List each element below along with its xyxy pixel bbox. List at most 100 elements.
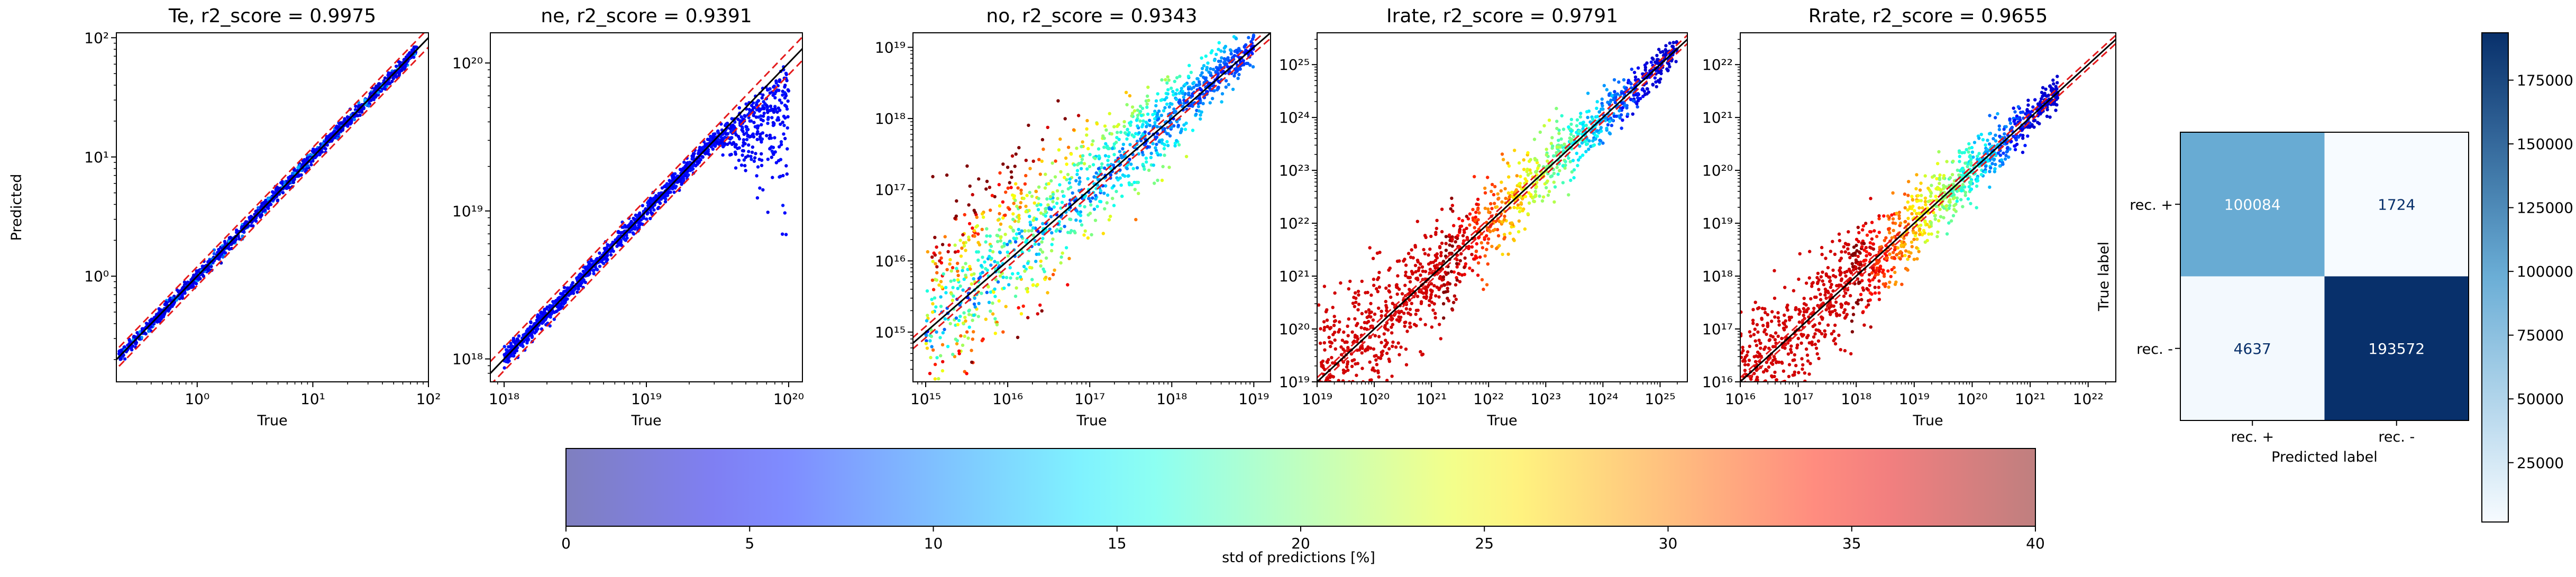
data-point xyxy=(1444,242,1448,245)
data-point xyxy=(1552,171,1556,176)
data-point xyxy=(1360,367,1364,370)
data-point xyxy=(782,132,785,136)
data-point xyxy=(1572,134,1576,139)
data-point xyxy=(1318,443,1321,446)
data-point xyxy=(1603,118,1607,123)
data-point xyxy=(680,182,683,186)
data-point xyxy=(513,351,517,355)
data-point xyxy=(956,250,960,253)
data-point xyxy=(1210,49,1214,53)
data-point xyxy=(1369,378,1373,382)
data-point xyxy=(1247,35,1250,40)
data-point xyxy=(1485,248,1488,251)
y-tick-label: 10¹⁸ xyxy=(452,351,483,368)
data-point xyxy=(1082,233,1086,237)
data-point xyxy=(1141,162,1145,166)
data-point xyxy=(765,108,769,112)
data-point xyxy=(938,251,942,255)
data-point xyxy=(746,134,750,138)
data-point xyxy=(1380,314,1383,318)
data-point xyxy=(1104,128,1108,132)
data-point xyxy=(1376,290,1380,294)
data-point xyxy=(768,146,772,150)
data-point xyxy=(951,286,955,289)
data-point xyxy=(954,214,958,218)
data-point xyxy=(737,159,741,162)
data-point xyxy=(1322,320,1326,324)
data-point xyxy=(1197,109,1201,113)
data-point xyxy=(1175,88,1179,92)
data-point xyxy=(780,101,783,105)
data-point xyxy=(988,234,992,238)
data-point xyxy=(1546,193,1550,197)
data-point xyxy=(953,250,957,254)
data-point xyxy=(1391,323,1395,326)
data-point xyxy=(1074,179,1078,182)
data-point xyxy=(1506,252,1510,256)
x-tick-label: 10¹⁷ xyxy=(1074,390,1105,408)
data-point xyxy=(1556,172,1560,176)
data-point xyxy=(755,174,759,178)
panel-title: ne, r2_score = 0.9391 xyxy=(541,5,752,27)
data-point xyxy=(1576,158,1581,162)
data-point xyxy=(536,313,540,317)
data-point xyxy=(1149,155,1153,160)
data-point xyxy=(1636,99,1640,103)
data-point xyxy=(734,166,738,170)
data-point xyxy=(1011,272,1015,276)
data-point xyxy=(948,262,952,266)
data-point xyxy=(1368,346,1373,350)
data-point xyxy=(939,305,943,308)
data-point xyxy=(965,330,969,334)
data-point xyxy=(1159,114,1163,117)
data-point xyxy=(1325,318,1329,322)
data-point xyxy=(1078,180,1082,184)
data-point xyxy=(964,273,967,277)
data-point xyxy=(1137,152,1140,156)
data-point xyxy=(783,104,787,107)
data-point xyxy=(1555,166,1559,169)
data-point xyxy=(931,310,935,314)
data-point xyxy=(993,287,997,291)
data-point xyxy=(1378,356,1383,360)
data-point xyxy=(1190,94,1194,98)
data-point xyxy=(1092,207,1097,211)
data-point xyxy=(755,196,760,200)
data-point xyxy=(1331,306,1335,309)
data-point xyxy=(685,161,689,165)
y-tick-label: 10¹⁵ xyxy=(875,324,906,341)
data-point xyxy=(1051,193,1055,196)
data-point xyxy=(778,175,781,179)
data-point xyxy=(1112,204,1116,207)
data-point xyxy=(387,71,390,75)
data-point xyxy=(784,233,788,236)
data-point xyxy=(779,122,782,126)
data-point xyxy=(750,104,754,107)
data-point xyxy=(762,106,766,110)
data-point xyxy=(711,147,715,151)
data-point xyxy=(933,296,937,300)
data-point xyxy=(1046,291,1049,295)
data-point xyxy=(1471,208,1475,212)
data-point xyxy=(956,323,960,326)
data-point xyxy=(766,210,770,214)
data-point xyxy=(1160,78,1164,82)
data-point xyxy=(1334,431,1337,434)
data-point xyxy=(1088,153,1092,157)
data-point xyxy=(1075,169,1080,172)
data-point xyxy=(1419,350,1422,354)
data-point xyxy=(1670,44,1674,48)
data-point xyxy=(570,290,573,294)
data-point xyxy=(967,313,971,316)
data-point xyxy=(948,258,952,262)
data-point xyxy=(637,221,641,224)
data-point xyxy=(1152,163,1155,167)
data-point xyxy=(761,114,765,118)
data-point xyxy=(1135,140,1139,143)
y-tick-label: 10¹⁶ xyxy=(875,252,906,270)
data-point xyxy=(1044,256,1048,260)
data-point xyxy=(1413,263,1418,268)
data-point xyxy=(1078,204,1082,207)
data-point xyxy=(999,235,1003,239)
data-point xyxy=(960,246,964,250)
